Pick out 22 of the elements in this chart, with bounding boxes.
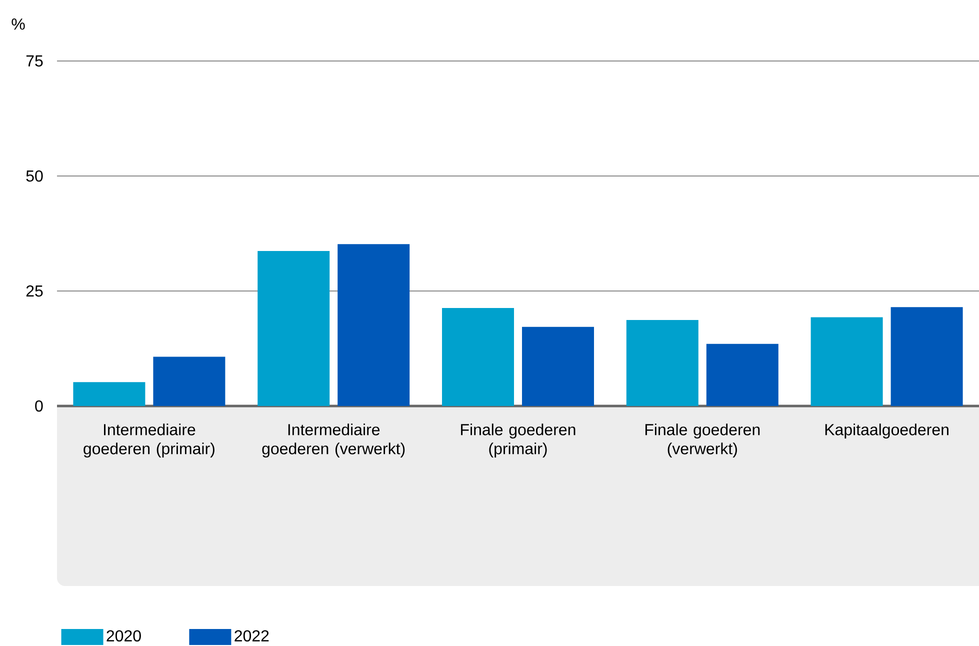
x-tick-label: Intermediaire goederen (primair) [84,424,214,458]
bar [810,317,883,406]
x-tick-label: Intermediaire goederen (verwerkt) [262,424,405,458]
bar [522,326,594,406]
x-tick-label: Finale goederen (verwerkt) [645,424,760,458]
bar [890,307,963,406]
x-tick-label: Finale goederen (primair) [461,424,576,458]
legend-label: 2020 [106,630,141,642]
y-axis-title: % [12,18,25,30]
y-tick-label: 75 [26,55,43,67]
bar [153,356,226,406]
x-tick-label: Kapitaalgoederen [825,424,948,439]
bar [338,244,410,406]
y-tick-label: 50 [26,170,43,182]
bar [626,320,698,406]
y-tick-label: 25 [26,285,43,297]
bar [706,344,778,406]
bar [442,308,514,406]
y-tick-label: 0 [35,400,43,412]
bar [73,382,146,406]
legend-label: 2022 [234,630,269,642]
bar [258,250,330,406]
